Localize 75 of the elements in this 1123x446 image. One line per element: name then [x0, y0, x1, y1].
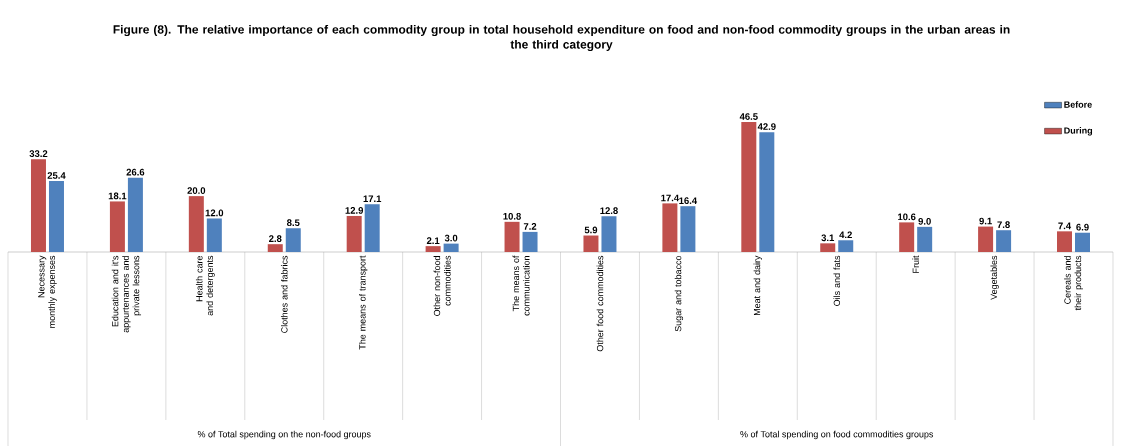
- data-label: 33.2: [29, 150, 48, 157]
- data-label: 5.9: [584, 226, 598, 234]
- data-label: 7.2: [523, 222, 537, 230]
- data-label: 4.2: [839, 231, 852, 238]
- bar: [759, 132, 775, 252]
- data-label: 26.6: [126, 168, 145, 176]
- legend-label: During: [1064, 127, 1093, 136]
- data-label: 9.0: [918, 217, 931, 225]
- bar: [346, 215, 362, 252]
- data-label: 25.4: [47, 172, 66, 179]
- data-label: 10.6: [898, 213, 916, 221]
- data-label: 7.8: [997, 221, 1010, 228]
- bar: [820, 243, 836, 252]
- x-tick-label: Meat and dairy: [753, 255, 762, 315]
- bar: [996, 230, 1012, 252]
- chart-title: Figure (8). The relative importance of each commodity group in total household expenditure on food and non-food commodity groups in the urban areas in the third category: [113, 24, 1010, 51]
- data-label: 12.9: [345, 206, 364, 214]
- legend-label: Before: [1064, 101, 1092, 108]
- data-label: 7.4: [1058, 222, 1072, 230]
- data-label: 16.4: [679, 197, 698, 204]
- data-label: 8.5: [286, 219, 300, 226]
- bar: [680, 206, 696, 252]
- bar: [425, 246, 441, 252]
- data-label: 3.0: [444, 234, 458, 242]
- x-tick-label: Health care and detergents: [195, 255, 215, 316]
- bar: [838, 240, 854, 252]
- x-tick-label: Vegetables: [990, 255, 999, 300]
- data-label: 6.9: [1076, 223, 1089, 231]
- bar: [741, 122, 757, 252]
- data-label: 10.8: [503, 212, 521, 220]
- data-label: 17.4: [661, 194, 680, 202]
- bar: [601, 216, 617, 252]
- text: % of Total spending on food commodities groups: [740, 430, 934, 440]
- bar: [109, 201, 125, 252]
- data-label: 12.0: [205, 209, 224, 217]
- bar: [48, 180, 64, 252]
- bar: [443, 243, 459, 252]
- text: % of Total spending on the non-food groups: [197, 430, 371, 440]
- bar: [30, 159, 46, 252]
- x-tick-label: The means of communication: [512, 255, 530, 316]
- data-label: 18.1: [108, 192, 127, 200]
- bar: [917, 226, 933, 252]
- data-label: 42.9: [757, 123, 776, 130]
- data-label: 9.1: [979, 217, 992, 225]
- data-label: 2.8: [269, 235, 282, 242]
- bar: [1057, 231, 1073, 252]
- bar: [127, 177, 143, 252]
- bar: [285, 228, 301, 252]
- bar: [188, 196, 204, 252]
- x-tick-label: The means of transport: [359, 255, 368, 350]
- data-label: 46.5: [739, 113, 758, 120]
- x-tick-label: Other non-food commodities: [433, 255, 451, 316]
- bar: [662, 203, 678, 252]
- x-tick-label: Clothes and fabrics: [280, 255, 288, 333]
- bar: [206, 218, 222, 252]
- data-label: 20.0: [187, 187, 206, 194]
- x-tick-label: Other food commodities: [596, 255, 604, 352]
- bar: [583, 235, 599, 252]
- bar: [1075, 232, 1091, 252]
- x-tick-label: Sugar and tobacco: [674, 255, 684, 332]
- bar: [522, 231, 538, 252]
- x-tick-label: Oils and fats: [833, 255, 841, 306]
- bar: [267, 244, 283, 252]
- x-tick-label: Fruit: [912, 255, 919, 273]
- bar: [899, 222, 915, 252]
- bar: [504, 221, 520, 252]
- bar: [978, 226, 994, 252]
- data-label: 2.1: [426, 237, 440, 244]
- data-label: 17.1: [363, 195, 382, 202]
- x-tick-label: Necessary monthly expenses: [38, 255, 57, 328]
- bar: [364, 204, 380, 252]
- data-label: 3.1: [821, 234, 835, 242]
- data-label: 12.8: [600, 207, 618, 214]
- x-tick-label: Cereals and their products: [1064, 255, 1083, 311]
- x-tick-label: Education and it's appurtenances and private lessons: [111, 255, 142, 333]
